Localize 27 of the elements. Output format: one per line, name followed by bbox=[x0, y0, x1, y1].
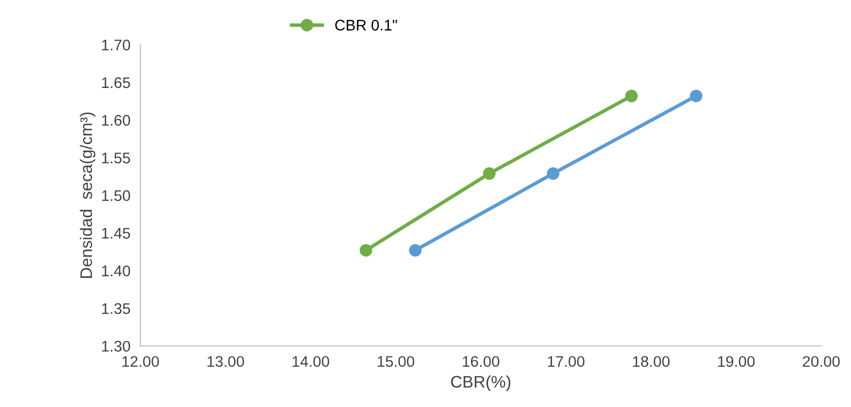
x-tick-label: 20.00 bbox=[802, 356, 840, 367]
point bbox=[483, 167, 496, 180]
x-tick-label: 15.00 bbox=[378, 356, 414, 367]
legend-label: CBR 0.1" bbox=[335, 20, 397, 31]
y-axis-title: Densidad seca(g/cm³) bbox=[80, 112, 96, 278]
y-tick-label: 1.55 bbox=[102, 152, 130, 164]
point bbox=[690, 90, 702, 102]
point bbox=[625, 90, 638, 102]
x-axis-title: CBR(%) bbox=[451, 375, 510, 391]
y-tick-label: 1.35 bbox=[102, 303, 130, 314]
y-tick-label: 1.70 bbox=[102, 40, 130, 50]
x-tick-label: 19.00 bbox=[718, 356, 755, 367]
y-tick-label: 1.65 bbox=[102, 77, 130, 88]
point bbox=[409, 244, 422, 257]
x-tick-label: 16.00 bbox=[462, 356, 500, 367]
x-tick-label: 17.00 bbox=[548, 356, 584, 367]
y-tick-label: 1.40 bbox=[102, 266, 130, 276]
point bbox=[546, 167, 560, 180]
x-tick-label: 18.00 bbox=[633, 356, 670, 367]
x-tick-label: 13.00 bbox=[208, 356, 244, 367]
x-tick-label: 12.00 bbox=[122, 356, 159, 367]
y-tick-label: 1.45 bbox=[102, 228, 130, 239]
y-tick-label: 1.50 bbox=[102, 190, 130, 202]
x-tick-label: 14.00 bbox=[292, 356, 330, 367]
point bbox=[360, 244, 372, 257]
y-tick-label: 1.60 bbox=[102, 114, 130, 126]
y-tick-label: 1.30 bbox=[102, 340, 130, 352]
